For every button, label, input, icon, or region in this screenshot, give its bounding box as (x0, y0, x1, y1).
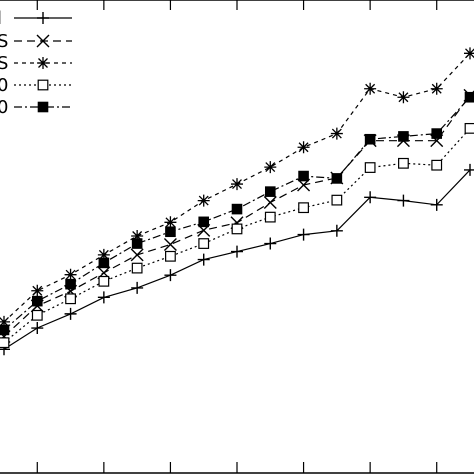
data-point (0, 337, 10, 349)
data-point (397, 194, 410, 207)
data-point (64, 268, 77, 281)
data-point (364, 191, 377, 204)
data-point (464, 91, 474, 103)
data-point (198, 216, 210, 228)
data-point (298, 202, 309, 214)
data-point (165, 226, 176, 238)
data-point (231, 245, 243, 258)
data-point (164, 216, 177, 229)
legend-label: 0 (0, 75, 8, 96)
series-line (3, 169, 471, 350)
legend: lSS00 (0, 8, 72, 118)
data-point (330, 224, 343, 237)
data-point (464, 122, 474, 134)
data-point (464, 163, 474, 176)
data-point (131, 238, 143, 249)
data-point (398, 157, 409, 169)
data-point (31, 295, 43, 307)
data-point (64, 307, 77, 320)
data-point (430, 82, 443, 95)
data-point (163, 238, 177, 251)
series-2 (0, 88, 474, 344)
data-point (331, 173, 343, 184)
data-point (31, 284, 44, 297)
series-group (0, 47, 474, 356)
data-point (431, 128, 443, 139)
series-3 (0, 47, 474, 328)
data-point (198, 238, 210, 249)
data-point (98, 275, 110, 287)
data-point (364, 162, 376, 173)
data-point (398, 131, 409, 142)
data-point (98, 257, 110, 269)
data-point (364, 82, 377, 95)
legend-marker (37, 57, 49, 69)
legend-marker (37, 12, 49, 24)
legend-item: 0 (0, 75, 72, 96)
data-point (97, 248, 110, 261)
data-point (264, 161, 277, 174)
data-point (264, 237, 277, 250)
data-point (197, 194, 210, 207)
legend-item: 0 (0, 97, 72, 118)
data-point (331, 194, 343, 206)
data-point (65, 278, 76, 290)
data-point (264, 186, 276, 197)
data-point (430, 198, 443, 211)
data-point (231, 203, 243, 215)
legend-item: S (0, 53, 72, 74)
x-axis-ticks (36, 0, 438, 473)
data-point (431, 159, 443, 171)
series-5 (0, 91, 474, 336)
data-point (31, 322, 44, 335)
legend-label: 0 (0, 97, 8, 118)
legend-marker (36, 34, 50, 48)
data-point (131, 262, 143, 274)
data-point (97, 291, 110, 304)
data-point (31, 309, 43, 321)
data-point (0, 315, 10, 328)
legend-label: l (0, 8, 2, 29)
data-point (263, 195, 277, 209)
data-point (0, 324, 10, 336)
series-4 (0, 122, 474, 349)
data-point (131, 230, 144, 242)
series-1 (0, 163, 474, 356)
data-point (297, 141, 310, 154)
data-point (231, 223, 243, 235)
data-point (131, 281, 144, 294)
legend-label: S (0, 53, 8, 74)
legend-item: l (0, 8, 72, 29)
data-point (298, 170, 309, 182)
data-point (231, 178, 243, 191)
legend-label: S (0, 31, 8, 52)
data-point (130, 248, 144, 262)
legend-marker (37, 101, 49, 113)
data-point (297, 228, 310, 241)
data-point (165, 250, 176, 262)
data-point (364, 133, 376, 145)
data-point (264, 211, 276, 223)
data-point (65, 293, 76, 305)
data-point (164, 269, 177, 282)
legend-item: S (0, 31, 72, 52)
data-point (330, 127, 343, 140)
data-point (464, 47, 474, 60)
legend-marker (37, 79, 49, 91)
data-point (397, 91, 410, 104)
data-point (197, 253, 210, 266)
